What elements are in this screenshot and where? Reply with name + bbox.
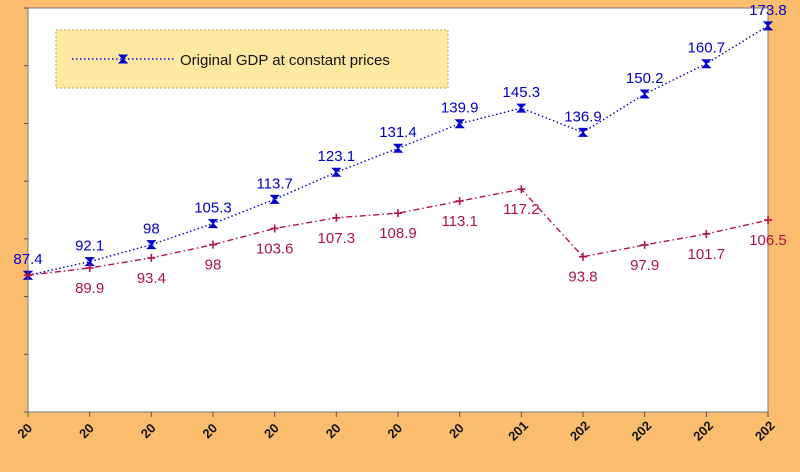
data-label: 173.8 <box>749 2 787 19</box>
data-point-marker <box>270 224 279 233</box>
data-point-marker <box>392 143 404 153</box>
series-original-gdp: 87.4 92.1 98 105.3 113.7 123.1 131.4 139.9 145.3… <box>13 2 787 280</box>
data-point-marker <box>454 119 465 129</box>
data-label: 98 <box>205 257 222 274</box>
data-label: 92.1 <box>75 238 104 255</box>
data-label: 93.4 <box>137 270 166 287</box>
data-point-marker <box>516 103 527 113</box>
data-point-marker <box>24 271 32 280</box>
data-label: 113.7 <box>256 175 292 192</box>
legend: Original GDP at constant prices <box>55 29 449 89</box>
data-label: 150.2 <box>626 70 664 87</box>
data-label: 103.6 <box>256 240 294 257</box>
data-point-marker <box>579 252 587 261</box>
data-label: 98 <box>143 221 160 238</box>
data-label: 101.7 <box>688 246 726 263</box>
data-label: 131.4 <box>379 124 417 141</box>
data-point-marker <box>331 167 342 177</box>
data-point-marker <box>146 240 157 250</box>
data-point-marker <box>84 257 95 267</box>
data-label: 113.1 <box>441 213 477 230</box>
data-point-marker <box>209 240 217 249</box>
data-label: 107.3 <box>318 230 356 247</box>
series-layer: 87.4 92.1 98 105.3 113.7 123.1 131.4 139.9 145.3… <box>13 2 786 297</box>
data-label: 105.3 <box>194 200 232 217</box>
y-axis-ticks <box>24 7 28 413</box>
data-point-marker <box>85 264 94 273</box>
data-label: 145.3 <box>503 84 541 101</box>
data-point-marker <box>207 219 219 229</box>
data-label: 106.5 <box>749 232 787 249</box>
data-point-marker <box>639 89 650 99</box>
data-label: 89.9 <box>75 280 104 297</box>
data-point-marker <box>117 54 129 64</box>
data-point-marker <box>147 253 156 262</box>
data-label: 97.9 <box>630 257 659 274</box>
data-label: 136.9 <box>564 108 602 125</box>
data-point-marker <box>517 185 526 194</box>
data-point-marker <box>332 213 341 222</box>
data-point-marker <box>640 240 649 249</box>
data-label: 160.7 <box>688 40 726 57</box>
data-point-marker <box>764 216 772 225</box>
data-point-marker <box>762 21 774 31</box>
data-point-marker <box>269 194 280 204</box>
data-label: 93.8 <box>568 269 597 286</box>
data-point-marker <box>701 59 712 69</box>
legend-entry: Original GDP at constant prices <box>180 52 390 69</box>
series-secondary: 89.9 93.4 98 103.6 107.3 108.9 113.1 117.2 93.8 9… <box>24 185 787 297</box>
data-point-marker <box>577 127 589 137</box>
data-point-marker <box>702 229 711 238</box>
data-label: 87.4 <box>13 251 42 268</box>
data-point-marker <box>394 209 402 218</box>
legend-marker-hourglass-icon <box>117 54 129 64</box>
data-label: 123.1 <box>318 148 356 165</box>
data-label: 117.2 <box>503 201 539 218</box>
data-point-marker <box>455 197 464 206</box>
data-label: 139.9 <box>441 100 479 117</box>
data-label: 108.9 <box>379 225 417 242</box>
